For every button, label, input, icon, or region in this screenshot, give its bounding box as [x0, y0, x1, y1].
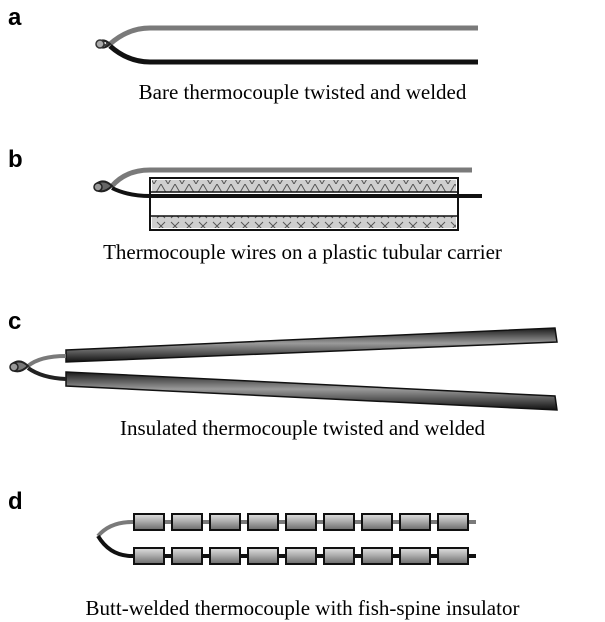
insulator-bead [399, 547, 431, 565]
panel-c-letter: c [8, 308, 22, 335]
lower-insulated-lead [65, 371, 558, 411]
weld-bead [93, 182, 103, 192]
lower-bare-wire [26, 366, 67, 381]
weld-bead [9, 362, 19, 372]
panel-a-caption: Bare thermocouple twisted and welded [138, 80, 467, 104]
upper-wire [110, 167, 472, 188]
upper-insulated-lead [65, 327, 558, 363]
insulator-bead [399, 513, 431, 531]
insulator-bead [323, 513, 355, 531]
bare-thermocouple-drawing [95, 25, 478, 65]
insulator-bead [209, 513, 241, 531]
panel-a-letter: a [8, 4, 22, 31]
insulator-bead [323, 547, 355, 565]
panel-c-caption: Insulated thermocouple twisted and welde… [119, 416, 486, 440]
upper-fish-spine-beads [133, 513, 469, 531]
insulator-bead [171, 547, 203, 565]
insulator-bead [285, 547, 317, 565]
panel-b: b Thermocouple wires on a plastic tubula… [0, 148, 605, 268]
lower-fish-spine-beads [133, 547, 469, 565]
insulated-thermocouple-drawing [9, 327, 558, 411]
fish-spine-drawing [96, 513, 476, 565]
lower-wire [108, 44, 478, 65]
weld-bead [95, 39, 105, 49]
insulator-bead [247, 513, 279, 531]
panel-c: c Insulated thermocouple twisted and wel… [0, 310, 605, 450]
carrier-top-wall [152, 180, 456, 192]
lower-wire [111, 186, 482, 198]
insulator-bead [361, 513, 393, 531]
panel-b-caption: Thermocouple wires on a plastic tubular … [103, 240, 502, 264]
carrier-bottom-wall [152, 216, 456, 228]
lower-wire [96, 534, 476, 558]
insulator-bead [285, 513, 317, 531]
insulator-bead [361, 547, 393, 565]
insulator-bead [209, 547, 241, 565]
insulator-bead [247, 547, 279, 565]
panel-d: d Butt-welded thermocouple with fish-spi… [0, 490, 605, 620]
insulator-bead [437, 547, 469, 565]
panel-d-letter: d [8, 488, 23, 515]
insulator-bead [171, 513, 203, 531]
panel-d-caption: Butt-welded thermocouple with fish-spine… [85, 596, 520, 620]
insulator-bead [437, 513, 469, 531]
upper-wire [96, 520, 476, 538]
panel-b-letter: b [8, 146, 23, 173]
panel-a: a Bare thermocouple twisted and welded [0, 6, 605, 116]
upper-bare-wire [26, 354, 67, 368]
insulator-bead [133, 513, 165, 531]
insulator-bead [133, 547, 165, 565]
upper-wire [108, 25, 478, 46]
tubular-carrier-drawing [93, 167, 482, 231]
